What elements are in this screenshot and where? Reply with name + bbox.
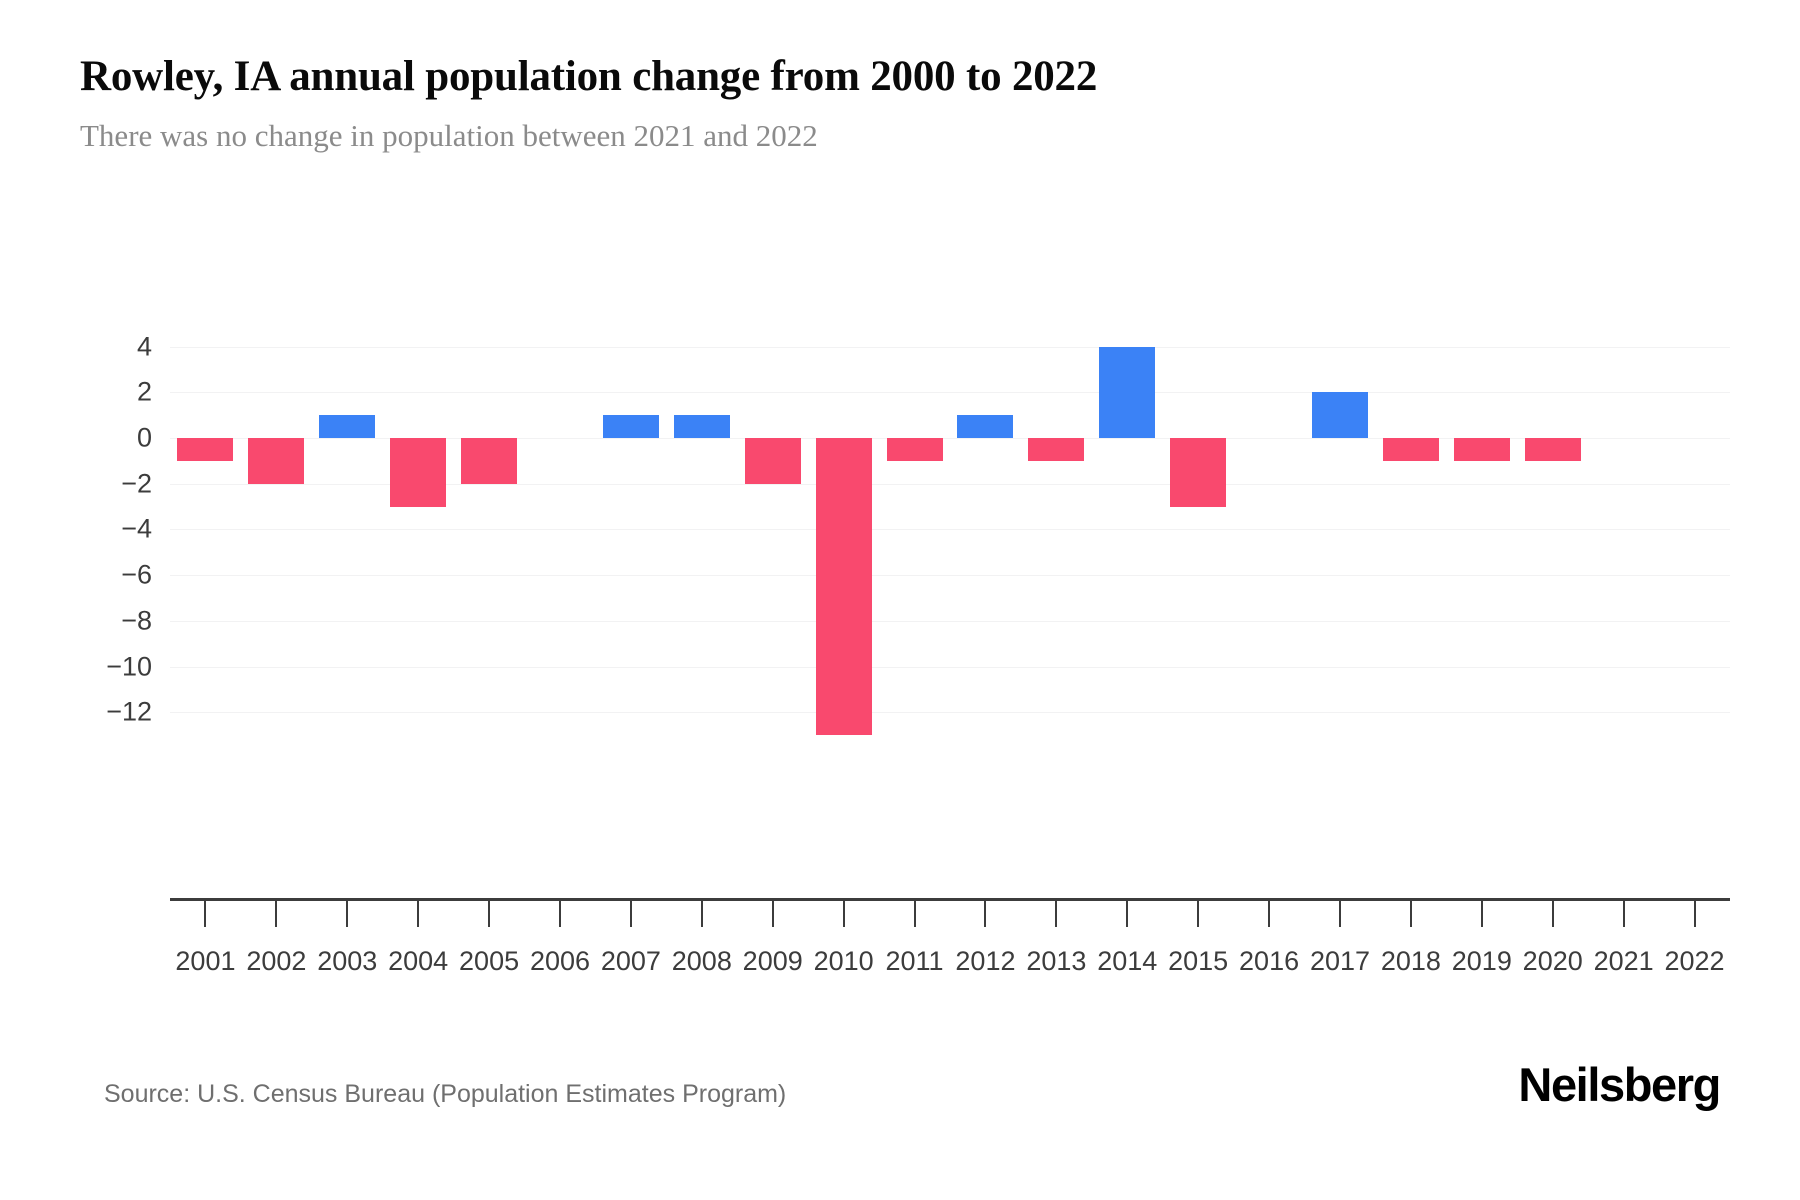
x-axis-tick-label-2004: 2004	[388, 946, 449, 976]
y-axis-tick-label: 4	[136, 331, 152, 362]
x-axis-tick-label-2019: 2019	[1451, 946, 1512, 976]
x-axis-tick-label-2011: 2011	[885, 946, 944, 976]
x-axis-tick-label-2013: 2013	[1026, 946, 1087, 976]
x-axis-tick-2013	[1055, 901, 1058, 927]
bar-2009[interactable]	[744, 438, 801, 484]
x-axis-tick-2016	[1268, 901, 1271, 927]
x-axis-tick-2017	[1339, 901, 1341, 927]
x-axis-tick-2008	[700, 901, 703, 927]
bar-2020[interactable]	[1524, 438, 1581, 461]
x-axis-tick-label-2015: 2015	[1168, 946, 1229, 976]
bar-2003[interactable]	[319, 415, 376, 438]
x-axis-tick-2011	[913, 901, 916, 927]
x-axis-tick-2005	[488, 901, 491, 927]
x-axis-tick-2019	[1480, 901, 1483, 927]
brand-logo: Neilsberg	[1518, 1058, 1721, 1111]
bar-2015[interactable]	[1170, 438, 1227, 507]
x-axis-tick-2014	[1126, 901, 1129, 927]
bar-2001[interactable]	[177, 438, 234, 461]
page-subtitle: There was no change in population betwee…	[80, 118, 818, 154]
bar-2005[interactable]	[461, 438, 518, 484]
gridline-y--6	[170, 575, 1730, 577]
x-axis-tick-label-2010: 2010	[813, 946, 874, 976]
gridline-y--12	[170, 712, 1730, 714]
bar-2002[interactable]	[248, 438, 305, 484]
x-axis-tick-2001	[204, 901, 207, 927]
bar-2019[interactable]	[1453, 438, 1510, 461]
bar-2018[interactable]	[1382, 438, 1439, 461]
x-axis-tick-label-2022: 2022	[1664, 946, 1725, 976]
y-axis-tick-label: −10	[106, 651, 152, 681]
y-axis-tick-label: 0	[136, 422, 152, 453]
x-axis-tick-2004	[417, 901, 420, 927]
x-axis-tick-label-2006: 2006	[529, 946, 591, 976]
bar-2017[interactable]	[1312, 392, 1368, 438]
x-axis-tick-2010	[842, 901, 845, 927]
gridline-y--10	[170, 666, 1730, 668]
bar-2012[interactable]	[957, 415, 1014, 438]
x-axis-tick-label-2003: 2003	[317, 946, 378, 976]
gridline-y--4	[170, 529, 1730, 531]
gridline-y-2	[170, 392, 1730, 394]
bar-2013[interactable]	[1028, 438, 1085, 461]
x-axis-tick-label-2014: 2014	[1097, 946, 1158, 976]
x-axis-tick-2012	[984, 901, 987, 927]
x-axis-tick-2021	[1622, 901, 1625, 927]
x-axis-tick-label-2020: 2020	[1522, 946, 1583, 976]
chart-header: Rowley, IA annual population change from…	[80, 52, 1720, 155]
x-axis-tick-2007	[629, 901, 632, 927]
page-title: Rowley, IA annual population change from…	[80, 53, 1098, 100]
x-axis-tick-label-2018: 2018	[1380, 946, 1441, 976]
y-axis-tick-label: −4	[121, 513, 152, 544]
x-axis-line	[170, 898, 1730, 901]
bar-2008[interactable]	[673, 415, 730, 438]
x-axis-tick-label-2005: 2005	[459, 946, 520, 976]
x-axis-tick-label-2001: 2001	[175, 946, 236, 976]
x-axis-tick-label-2021: 2021	[1593, 946, 1654, 976]
bar-2007[interactable]	[602, 415, 659, 438]
x-axis-tick-label-2012: 2012	[955, 946, 1016, 976]
x-axis-tick-label-2009: 2009	[742, 946, 803, 976]
bar-2014[interactable]	[1099, 346, 1156, 438]
x-axis-tick-2006	[559, 901, 561, 927]
x-axis-tick-label-2002: 2002	[246, 946, 307, 976]
x-axis-tick-label-2016: 2016	[1239, 946, 1300, 976]
gridline-y--8	[170, 620, 1730, 622]
x-axis-tick-2009	[771, 901, 774, 927]
bar-2011[interactable]	[886, 438, 943, 461]
y-axis-tick-label: −8	[121, 605, 152, 636]
gridline-y-0	[170, 438, 1730, 439]
x-axis-tick-2003	[346, 901, 349, 927]
y-axis-tick-label: −6	[121, 559, 152, 590]
x-axis-tick-label-2017: 2017	[1309, 946, 1371, 976]
x-axis-tick-2018	[1409, 901, 1412, 927]
x-axis-tick-2022	[1693, 901, 1696, 927]
y-axis-tick-label: 2	[136, 376, 152, 407]
gridline-y-4	[170, 346, 1730, 348]
y-axis-tick-label: −2	[121, 468, 152, 499]
x-axis-tick-label-2007: 2007	[600, 946, 661, 976]
x-axis-tick-2015	[1197, 901, 1200, 927]
bar-2010[interactable]	[815, 438, 872, 736]
y-axis-tick-label: −12	[106, 696, 152, 727]
bar-2004[interactable]	[390, 438, 447, 507]
gridline-y--2	[170, 483, 1730, 485]
x-axis-tick-2002	[275, 901, 278, 927]
x-axis-tick-label-2008: 2008	[671, 946, 732, 976]
source-note: Source: U.S. Census Bureau (Population E…	[104, 1080, 787, 1108]
x-axis-tick-2020	[1551, 901, 1554, 927]
